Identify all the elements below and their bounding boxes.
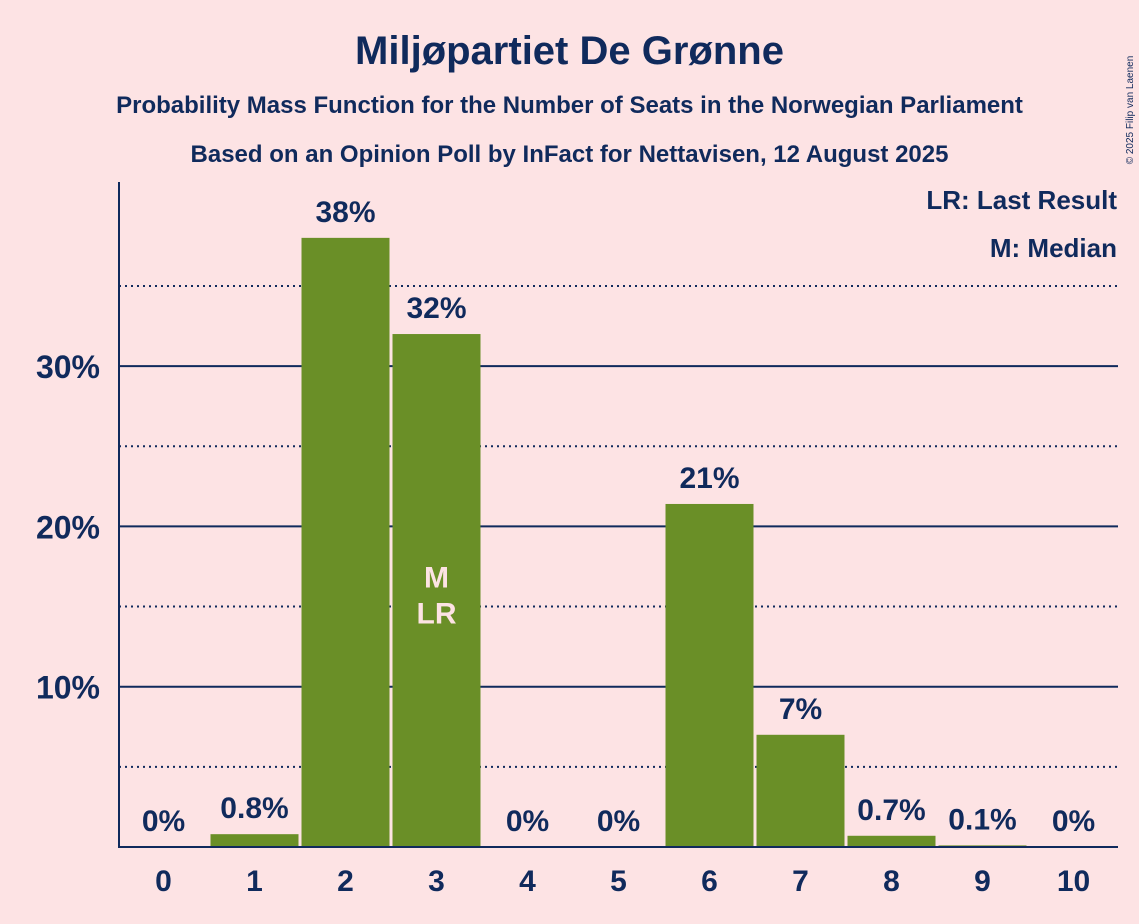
x-tick-label: 3: [428, 865, 445, 898]
bar: [665, 503, 754, 847]
data-label: 0.7%: [857, 794, 925, 827]
bar: [392, 334, 481, 847]
x-tick-label: 2: [337, 865, 354, 898]
x-tick-label: 1: [246, 865, 263, 898]
legend-median: M: Median: [990, 233, 1117, 263]
data-label: 0%: [506, 805, 549, 838]
chart-title: Miljøpartiet De Grønne: [355, 29, 784, 73]
data-label: 21%: [679, 462, 739, 495]
x-tick-label: 4: [519, 865, 536, 898]
y-tick-label: 20%: [36, 509, 100, 545]
data-label: 0%: [597, 805, 640, 838]
data-label: 0.8%: [220, 792, 288, 825]
bars: [210, 237, 1027, 848]
bar: [847, 835, 936, 847]
x-tick-label: 10: [1057, 865, 1090, 898]
data-labels: 0% 0 0.8% 1 38% 2 32% 3 0% 4 0% 5 21% 6 7% 7 0.7% 8 0.1% 9 0…: [142, 196, 1095, 898]
copyright-text: © 2025 Filip van Laenen: [1125, 56, 1136, 165]
x-tick-label: 5: [610, 865, 627, 898]
last-result-marker: LR: [417, 598, 457, 631]
data-label: 32%: [406, 292, 466, 325]
y-tick-label: 10%: [36, 670, 100, 706]
data-label: 0%: [1052, 805, 1095, 838]
x-tick-label: 0: [155, 865, 172, 898]
legend-last-result: LR: Last Result: [926, 185, 1117, 215]
y-tick-label: 30%: [36, 349, 100, 385]
x-tick-label: 8: [883, 865, 900, 898]
axes: [118, 182, 1118, 848]
median-marker: M: [424, 562, 449, 595]
bar: [301, 237, 390, 848]
bar: [210, 834, 299, 847]
data-label: 38%: [315, 196, 375, 229]
chart-subtitle: Probability Mass Function for the Number…: [116, 92, 1023, 119]
x-tick-label: 9: [974, 865, 991, 898]
data-label: 7%: [779, 693, 822, 726]
x-tick-label: 6: [701, 865, 718, 898]
data-label: 0%: [142, 805, 185, 838]
data-label: 0.1%: [948, 803, 1016, 836]
x-tick-label: 7: [792, 865, 809, 898]
gridlines: 10% 20% 30%: [36, 284, 1118, 768]
chart-subtitle-source: Based on an Opinion Poll by InFact for N…: [191, 141, 949, 168]
bar: [756, 734, 845, 847]
